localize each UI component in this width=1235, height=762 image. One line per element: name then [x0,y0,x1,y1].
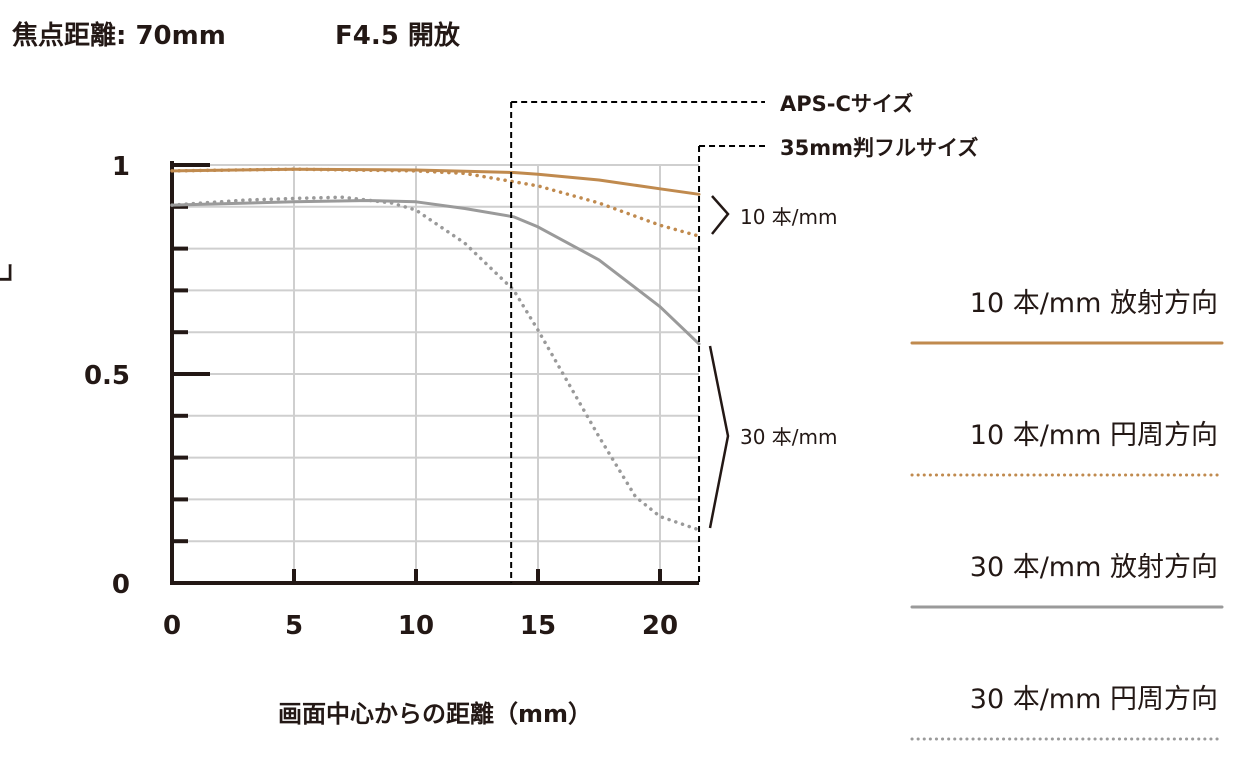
bracket-10 [711,195,730,235]
legend-label: 10 本/mm 円周方向 [970,420,1218,451]
group-label-10: 10 本/mm [740,205,838,229]
grid [172,164,700,583]
sensor-markers: APS-Cサイズ 35mm判フルサイズ [510,92,978,583]
legend: 10 本/mm 放射方向 10 本/mm 円周方向 30 本/mm 放射方向 30 本… [910,288,1224,741]
legend-label: 10 本/mm 放射方向 [970,288,1218,319]
group-label-30: 30 本/mm [740,425,838,449]
series-lines [170,167,701,532]
legend-label: 30 本/mm 円周方向 [970,684,1218,715]
bracket-30 [708,345,730,529]
y-axis-label: コントラスト値 [0,256,16,285]
focal-length-label: 焦点距離: 70mm [12,20,226,51]
y-tick-label: 0 [112,570,130,600]
x-tick-label: 5 [285,611,303,641]
aperture-label: F4.5 開放 [335,20,461,51]
legend-label: 30 本/mm 放射方向 [970,552,1218,583]
x-tick-label: 20 [642,611,678,641]
x-tick-label: 10 [398,611,434,641]
y-tick-label: 0.5 [84,361,130,391]
y-tick-label: 1 [112,152,130,182]
x-tick-label: 0 [163,611,181,641]
x-tick-label: 15 [520,611,556,641]
series-line [170,199,701,346]
sensor-marker-label: 35mm判フルサイズ [780,136,978,160]
sensor-marker-label: APS-Cサイズ [780,92,913,116]
series-line [170,167,701,238]
series-line [170,195,701,532]
axes: 0 5 10 15 20 0 0.5 1 [84,152,700,641]
x-axis-label: 画面中心からの距離（mm） [278,700,592,728]
